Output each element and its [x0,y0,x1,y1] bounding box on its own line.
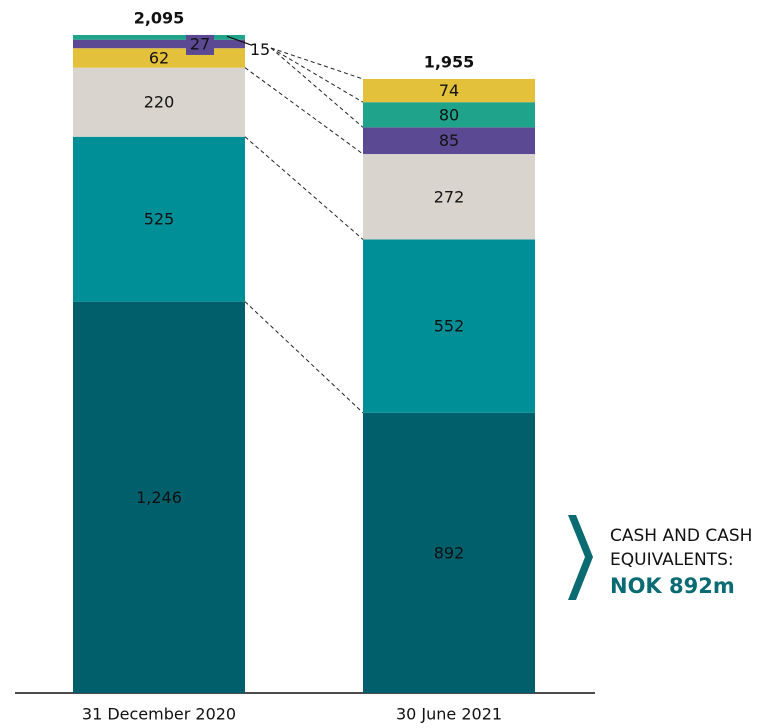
annotation-line: EQUIVALENTS: [610,550,734,570]
segment-label: 85 [439,131,459,150]
segment-label: 892 [434,543,465,562]
bar-segment [363,78,535,103]
bar-segment [363,102,535,128]
leader-line [226,35,253,46]
bar-segment [363,154,535,240]
connector [270,47,364,103]
bar-segment [363,239,535,413]
connector [270,47,364,80]
annotation-highlight: NOK 892m [610,574,735,598]
label-box [186,34,214,55]
connector [244,67,364,155]
chevron [568,515,593,600]
segment-label: 552 [434,317,465,336]
segment-label: 525 [144,210,175,229]
segment-label: 15 [250,40,270,59]
segment-label: 27 [190,34,210,53]
segment-label: 80 [439,105,459,124]
bar-segment [363,127,535,155]
segment-label: 272 [434,187,465,206]
bar-segment [73,136,245,302]
bar-segment [363,412,535,693]
bar-segment [73,39,245,49]
bar-segment [73,301,245,693]
segment-label: 220 [144,93,175,112]
segment-label: 1,246 [136,488,182,507]
x-tick-label: 31 December 2020 [82,705,236,724]
total-label: 1,955 [424,52,475,71]
connector [244,301,364,414]
connector [244,136,364,240]
segment-label: 74 [439,81,459,100]
total-label: 2,095 [134,9,185,28]
connector [270,47,364,128]
segment-label: 62 [149,48,169,67]
bar-segment [73,35,245,40]
x-tick-label: 30 June 2021 [396,705,502,724]
annotation-line: CASH AND CASH [610,526,752,546]
bar-segment [73,67,245,137]
